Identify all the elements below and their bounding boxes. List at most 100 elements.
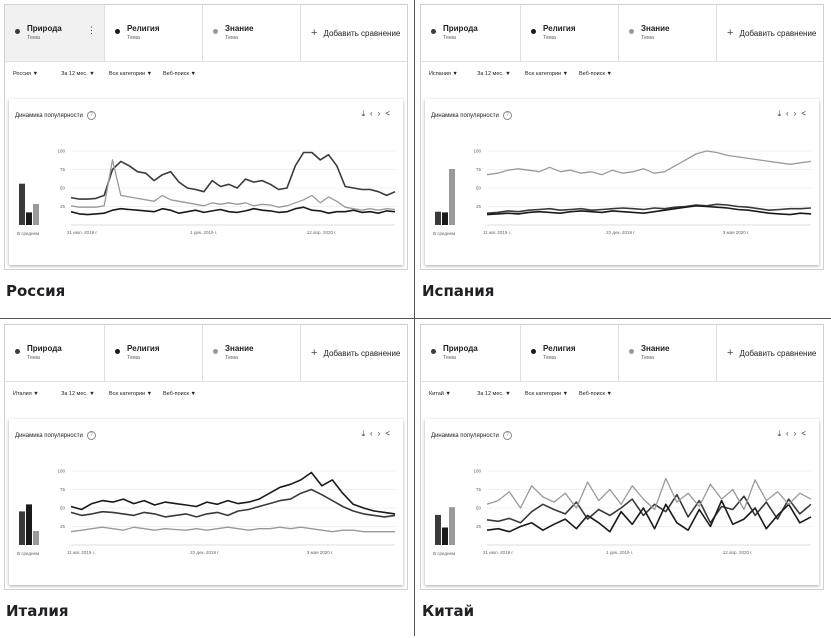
search-term-1[interactable]: Природа Тема bbox=[5, 325, 105, 381]
series-line-1 bbox=[70, 488, 396, 518]
x-tick-label: 21 июл. 2019 г. bbox=[483, 550, 514, 555]
embed-icon[interactable]: ‹› bbox=[786, 429, 802, 438]
x-tick-label: 21 июл. 2019 г. bbox=[67, 230, 98, 235]
trend-chart: В среднем 100 75 50 25 11 авг. 2019 г. 22 дек.… bbox=[9, 447, 403, 583]
download-icon[interactable]: ⤓ bbox=[777, 109, 786, 118]
search-term-1[interactable]: Природа Тема bbox=[421, 325, 521, 381]
interest-over-time-card: Динамика популярности? ⤓‹›< В среднем 100 75… bbox=[9, 419, 403, 585]
card-title-text: Динамика популярности bbox=[15, 113, 83, 120]
filter-dropdown-1[interactable]: Китай ▼ bbox=[429, 391, 451, 397]
term-type: Тема bbox=[641, 355, 654, 361]
share-icon[interactable]: < bbox=[801, 429, 811, 438]
term-name: Знание bbox=[225, 24, 254, 33]
add-comparison-button[interactable]: + Добавить сравнение bbox=[727, 325, 816, 381]
card-title: Динамика популярности? bbox=[15, 111, 96, 120]
search-term-1[interactable]: Природа Тема bbox=[421, 5, 521, 61]
search-term-2[interactable]: Религия Тема bbox=[105, 5, 203, 61]
search-term-3[interactable]: Знание Тема bbox=[619, 5, 717, 61]
filter-dropdown-2[interactable]: За 12 мес. ▼ bbox=[61, 71, 95, 77]
x-tick-label: 12 апр. 2020 г. bbox=[723, 550, 753, 555]
card-actions: ⤓‹›< bbox=[361, 109, 395, 119]
search-term-3[interactable]: Знание Тема bbox=[203, 5, 301, 61]
y-tick-label: 25 bbox=[60, 524, 66, 529]
trends-view: Природа Тема ⋮ Религия Тема Знание Тема + Добави… bbox=[4, 4, 408, 270]
embed-icon[interactable]: ‹› bbox=[786, 109, 802, 118]
series-line-3 bbox=[486, 150, 812, 176]
search-term-3[interactable]: Знание Тема bbox=[619, 325, 717, 381]
more-vert-icon[interactable]: ⋮ bbox=[87, 25, 96, 35]
add-comparison-button[interactable]: + Добавить сравнение bbox=[311, 325, 400, 381]
x-tick-label: 3 мая 2020 г. bbox=[307, 550, 334, 555]
filter-dropdown-3[interactable]: Все категории ▼ bbox=[525, 71, 569, 77]
average-label: В среднем bbox=[433, 551, 455, 556]
filter-bar: Испания ▼ За 12 мес. ▼ Все категории ▼ Веб-… bbox=[421, 67, 823, 83]
add-comparison-label: Добавить сравнение bbox=[739, 348, 817, 358]
question-icon[interactable]: ? bbox=[502, 431, 512, 440]
filter-dropdown-2[interactable]: За 12 мес. ▼ bbox=[477, 391, 511, 397]
series-line-3 bbox=[70, 526, 395, 533]
trend-chart-svg: В среднем 100 75 50 25 11 авг. 2019 г. 22 дек.… bbox=[17, 469, 396, 556]
term-name: Знание bbox=[641, 24, 670, 33]
search-term-2[interactable]: Религия Тема bbox=[521, 325, 619, 381]
search-term-3[interactable]: Знание Тема bbox=[203, 325, 301, 381]
average-bar-3 bbox=[449, 169, 455, 225]
filter-bar: Китай ▼ За 12 мес. ▼ Все категории ▼ Веб-по… bbox=[421, 387, 823, 403]
plus-icon: + bbox=[727, 27, 734, 39]
filter-dropdown-4[interactable]: Веб-поиск ▼ bbox=[579, 71, 612, 77]
add-comparison-button[interactable]: + Добавить сравнение bbox=[311, 5, 400, 61]
download-icon[interactable]: ⤓ bbox=[361, 109, 370, 118]
country-caption: Россия bbox=[6, 282, 66, 300]
term-name: Природа bbox=[27, 344, 62, 353]
search-term-1[interactable]: Природа Тема ⋮ bbox=[5, 5, 105, 61]
download-icon[interactable]: ⤓ bbox=[361, 429, 370, 438]
share-icon[interactable]: < bbox=[385, 109, 395, 118]
filter-dropdown-2[interactable]: За 12 мес. ▼ bbox=[61, 391, 95, 397]
share-icon[interactable]: < bbox=[385, 429, 395, 438]
filter-dropdown-4[interactable]: Веб-поиск ▼ bbox=[163, 71, 196, 77]
question-icon[interactable]: ? bbox=[86, 431, 96, 440]
panel-italy: Природа Тема Религия Тема Знание Тема + Добавит… bbox=[0, 320, 414, 638]
series-line-2 bbox=[486, 205, 812, 216]
filter-dropdown-2[interactable]: За 12 мес. ▼ bbox=[477, 71, 511, 77]
term-type: Тема bbox=[443, 355, 456, 361]
card-title-text: Динамика популярности bbox=[431, 113, 499, 120]
term-color-dot bbox=[213, 29, 218, 34]
embed-icon[interactable]: ‹› bbox=[370, 109, 386, 118]
filter-dropdown-4[interactable]: Веб-поиск ▼ bbox=[163, 391, 196, 397]
term-type: Тема bbox=[543, 35, 556, 41]
y-tick-label: 50 bbox=[60, 186, 66, 191]
y-tick-label: 75 bbox=[60, 167, 66, 172]
filter-dropdown-1[interactable]: Испания ▼ bbox=[429, 71, 458, 77]
series-line-1 bbox=[486, 203, 812, 214]
term-color-dot bbox=[531, 29, 536, 34]
average-bar-2 bbox=[26, 504, 32, 545]
average-label: В среднем bbox=[17, 231, 39, 236]
trend-chart-svg: В среднем 100 75 50 25 21 июл. 2019 г. 1 дек. … bbox=[17, 149, 396, 236]
search-term-2[interactable]: Религия Тема bbox=[105, 325, 203, 381]
download-icon[interactable]: ⤓ bbox=[777, 429, 786, 438]
y-tick-label: 100 bbox=[473, 149, 481, 154]
average-bar-1 bbox=[19, 183, 25, 225]
filter-dropdown-3[interactable]: Все категории ▼ bbox=[109, 391, 153, 397]
average-bar-1 bbox=[19, 511, 25, 545]
search-term-2[interactable]: Религия Тема bbox=[521, 5, 619, 61]
filter-bar: Италия ▼ За 12 мес. ▼ Все категории ▼ Веб-п… bbox=[5, 387, 407, 403]
filter-dropdown-3[interactable]: Все категории ▼ bbox=[109, 71, 153, 77]
plus-icon: + bbox=[727, 347, 734, 359]
series-line-3 bbox=[486, 477, 812, 511]
share-icon[interactable]: < bbox=[801, 109, 811, 118]
add-comparison-button[interactable]: + Добавить сравнение bbox=[727, 5, 816, 61]
filter-dropdown-1[interactable]: Россия ▼ bbox=[13, 71, 39, 77]
x-tick-label: 12 апр. 2020 г. bbox=[307, 230, 337, 235]
embed-icon[interactable]: ‹› bbox=[370, 429, 386, 438]
interest-over-time-card: Динамика популярности? ⤓‹›< В среднем 100 75… bbox=[425, 419, 819, 585]
filter-dropdown-3[interactable]: Все категории ▼ bbox=[525, 391, 569, 397]
filter-dropdown-1[interactable]: Италия ▼ bbox=[13, 391, 39, 397]
filter-dropdown-4[interactable]: Веб-поиск ▼ bbox=[579, 391, 612, 397]
term-name: Природа bbox=[443, 344, 478, 353]
series-line-1 bbox=[486, 493, 812, 524]
question-icon[interactable]: ? bbox=[502, 111, 512, 120]
term-name: Знание bbox=[225, 344, 254, 353]
question-icon[interactable]: ? bbox=[86, 111, 96, 120]
y-tick-label: 75 bbox=[476, 487, 482, 492]
